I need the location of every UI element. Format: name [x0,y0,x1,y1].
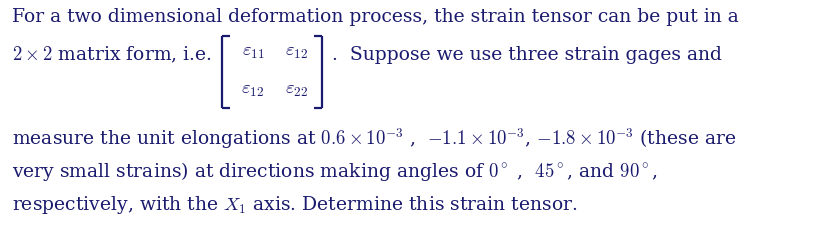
Text: very small strains) at directions making angles of $0^\circ$ ,  $45^\circ$, and : very small strains) at directions making… [12,160,658,183]
Text: $\varepsilon_{22}$: $\varepsilon_{22}$ [285,81,308,99]
Text: For a two dimensional deformation process, the strain tensor can be put in a: For a two dimensional deformation proces… [12,8,739,26]
Text: $\varepsilon_{12}$: $\varepsilon_{12}$ [242,81,264,99]
Text: measure the unit elongations at $0.6\times10^{-3}$ ,  $-1.1\times10^{-3}$, $-1.8: measure the unit elongations at $0.6\tim… [12,126,736,151]
Text: $2\times 2$ matrix form, i.e.: $2\times 2$ matrix form, i.e. [12,45,212,65]
Text: .  Suppose we use three strain gages and: . Suppose we use three strain gages and [332,46,722,64]
Text: $\varepsilon_{11}$: $\varepsilon_{11}$ [242,43,264,61]
Text: respectively, with the $X_1$ axis. Determine this strain tensor.: respectively, with the $X_1$ axis. Deter… [12,194,578,216]
Text: $\varepsilon_{12}$: $\varepsilon_{12}$ [285,43,308,61]
